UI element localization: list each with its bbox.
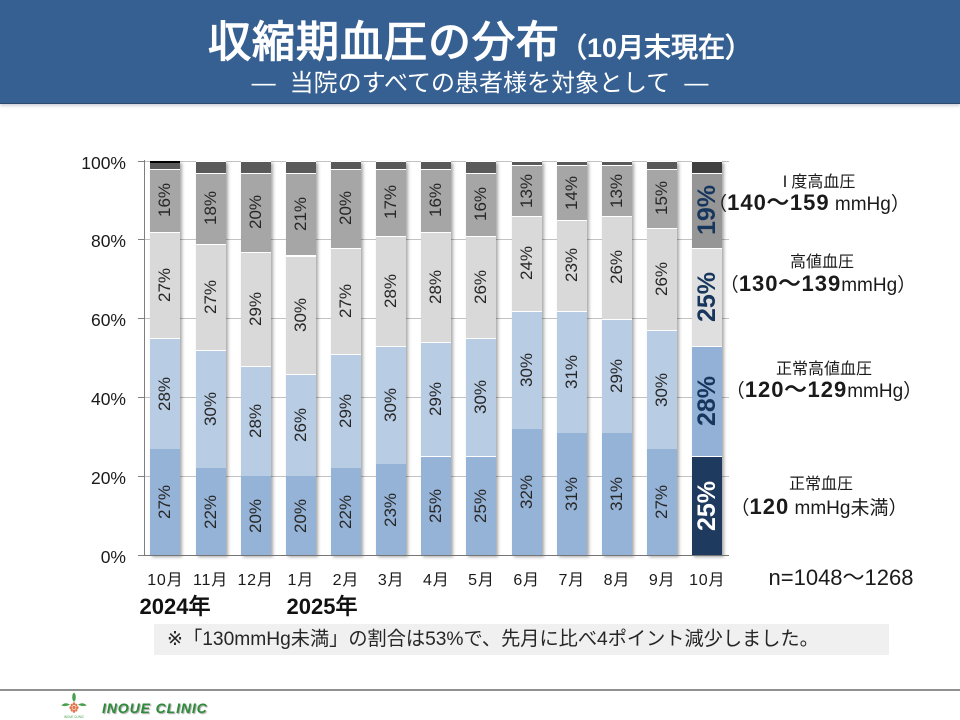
svg-text:INOUE CLINIC: INOUE CLINIC [64,715,85,719]
